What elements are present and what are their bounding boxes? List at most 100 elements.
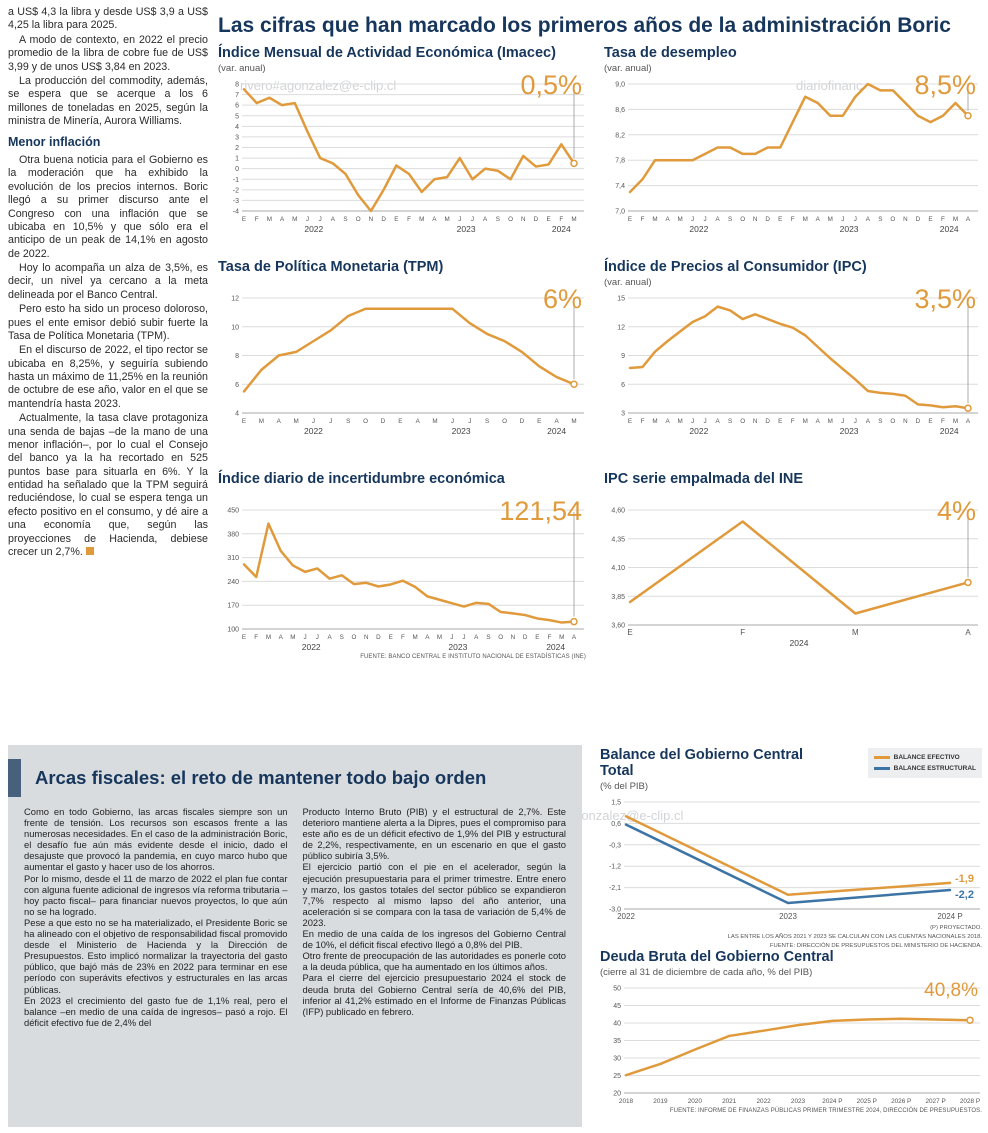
svg-text:M: M — [571, 418, 576, 425]
svg-text:S: S — [496, 216, 500, 223]
svg-text:380: 380 — [227, 531, 239, 538]
svg-text:F: F — [559, 216, 563, 223]
svg-text:M: M — [677, 418, 682, 425]
svg-text:J: J — [854, 216, 857, 223]
svg-text:N: N — [364, 634, 369, 641]
chart-plot-area: 9,0 8,6 8,2 7,8 7,4 7,0 E F M A M J J A S O N D E F M A M J J A S O… — [604, 70, 980, 234]
svg-text:D: D — [381, 216, 386, 223]
chart-deuda-bruta: Deuda Bruta del Gobierno Central (cierre… — [600, 949, 982, 1114]
svg-text:F: F — [407, 216, 411, 223]
svg-text:J: J — [316, 634, 319, 641]
svg-text:9,0: 9,0 — [615, 81, 625, 88]
svg-text:7,4: 7,4 — [615, 183, 625, 190]
svg-text:N: N — [511, 634, 516, 641]
chart-plot-area: 12 10 8 6 4 E M A M J J S O D E A M J J S O D E A M 2022 2023 2024 … — [218, 284, 586, 436]
svg-text:N: N — [369, 216, 374, 223]
end-of-article-marker — [85, 546, 94, 555]
svg-text:-1: -1 — [233, 177, 239, 184]
chart-highlight-value: 40,8% — [924, 979, 978, 1001]
svg-text:2023: 2023 — [457, 224, 476, 234]
svg-text:M: M — [290, 634, 295, 641]
svg-text:2023: 2023 — [452, 426, 471, 436]
chart-imacec: Índice Mensual de Actividad Económica (I… — [218, 45, 586, 234]
svg-text:7,0: 7,0 — [615, 208, 625, 215]
box-paragraph: Por lo mismo, desde el 11 de marzo de 20… — [24, 872, 288, 917]
svg-text:A: A — [572, 634, 577, 641]
legend-item: BALANCE ESTRUCTURAL — [873, 763, 976, 774]
svg-text:M: M — [803, 418, 808, 425]
svg-text:J: J — [468, 418, 471, 425]
svg-text:F: F — [791, 216, 795, 223]
svg-text:A: A — [327, 634, 332, 641]
chart-ipc-empalmada: IPC serie empalmada del INE 4,60 4,35 4,10… — [604, 471, 980, 648]
svg-text:2022: 2022 — [304, 224, 323, 234]
chart-footnotes: (P) PROYECTADO. LAS ENTRE LOS AÑOS 2021 … — [600, 924, 982, 951]
svg-text:10: 10 — [231, 324, 239, 331]
box-paragraph: Pese a que esto no se ha materializado, … — [24, 916, 288, 995]
chart-plot-area: 15 12 9 6 3 E F M A M J J A S O N D E F M A M J J A S O N D E F M A 2022 2… — [604, 284, 980, 436]
svg-text:M: M — [828, 418, 833, 425]
chart-title: Índice de Precios al Consumidor (IPC) — [604, 259, 867, 275]
svg-text:1,5: 1,5 — [611, 799, 621, 806]
svg-text:2020: 2020 — [688, 1098, 703, 1105]
svg-text:O: O — [356, 216, 361, 223]
svg-text:A: A — [432, 216, 437, 223]
chart-subtitle — [218, 277, 586, 290]
svg-text:M: M — [293, 418, 298, 425]
svg-text:O: O — [890, 216, 895, 223]
box-paragraph: El ejercicio partió con el pie en el ace… — [302, 861, 567, 928]
article-left-column: a US$ 4,3 la libra y desde US$ 3,9 a US$… — [8, 6, 208, 560]
svg-text:50: 50 — [613, 985, 621, 992]
svg-text:J: J — [841, 216, 844, 223]
chart-plot-area: 50 45 40 35 30 25 20 2018 2019 2020 2021 2022 2023 20… — [600, 980, 982, 1106]
svg-text:25: 25 — [613, 1073, 621, 1080]
svg-text:-2,1: -2,1 — [609, 885, 621, 892]
svg-text:M: M — [828, 216, 833, 223]
svg-text:A: A — [866, 216, 871, 223]
svg-text:N: N — [521, 216, 526, 223]
box-paragraph: En 2023 el crecimiento del gasto fue de … — [24, 994, 288, 1028]
svg-text:40: 40 — [613, 1020, 621, 1027]
svg-text:3,85: 3,85 — [611, 594, 625, 601]
svg-text:D: D — [534, 216, 539, 223]
legend-swatch-efectivo — [873, 756, 890, 760]
svg-text:A: A — [483, 216, 488, 223]
svg-text:2018: 2018 — [619, 1098, 634, 1105]
svg-text:F: F — [941, 418, 945, 425]
svg-text:15: 15 — [617, 295, 625, 302]
svg-text:2026 P: 2026 P — [891, 1098, 911, 1105]
svg-text:2019: 2019 — [653, 1098, 668, 1105]
svg-text:0,6: 0,6 — [611, 821, 621, 828]
legend-label: BALANCE EFECTIVO — [893, 754, 960, 761]
svg-text:8,2: 8,2 — [615, 132, 625, 139]
svg-text:7,8: 7,8 — [615, 158, 625, 165]
svg-text:J: J — [704, 216, 707, 223]
svg-text:S: S — [340, 634, 344, 641]
chart-title: Índice Mensual de Actividad Económica (I… — [218, 45, 556, 61]
svg-text:-3,0: -3,0 — [609, 906, 621, 913]
svg-text:A: A — [866, 418, 871, 425]
svg-text:4: 4 — [235, 410, 239, 417]
svg-text:E: E — [394, 216, 398, 223]
svg-text:A: A — [966, 418, 971, 425]
chart-subtitle: (var. anual) — [604, 276, 652, 288]
svg-text:-2,2: -2,2 — [955, 889, 974, 901]
svg-text:E: E — [627, 628, 632, 637]
svg-text:S: S — [878, 216, 882, 223]
svg-text:J: J — [312, 418, 315, 425]
svg-text:J: J — [304, 634, 307, 641]
svg-text:M: M — [437, 634, 442, 641]
article-paragraph: La producción del commodity, además, se … — [8, 74, 208, 127]
svg-text:310: 310 — [227, 555, 239, 562]
svg-text:F: F — [791, 418, 795, 425]
svg-text:O: O — [363, 418, 368, 425]
svg-text:E: E — [535, 634, 539, 641]
svg-text:D: D — [916, 216, 921, 223]
chart-footnote: LAS ENTRE LOS AÑOS 2021 Y 2023 SE CALCUL… — [727, 933, 982, 940]
svg-text:D: D — [523, 634, 528, 641]
svg-text:E: E — [242, 216, 246, 223]
chart-incertidumbre: Índice diario de incertidumbre económica… — [218, 471, 586, 660]
svg-text:2022: 2022 — [302, 642, 321, 652]
chart-highlight-value: 121,54 — [499, 495, 582, 526]
svg-text:F: F — [641, 216, 645, 223]
